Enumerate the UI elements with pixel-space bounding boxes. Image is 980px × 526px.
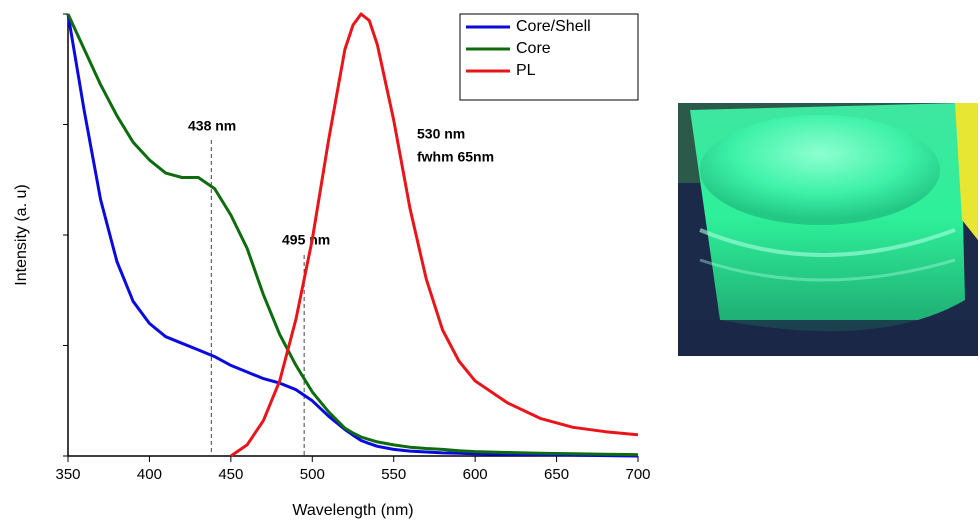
x-axis-label: Wavelength (nm) (292, 502, 413, 519)
legend-label: PL (516, 62, 536, 79)
x-tick-label: 450 (218, 466, 243, 483)
y-axis-label: Intensity (a. u) (13, 184, 30, 285)
annotation: 495 nm (282, 232, 330, 248)
x-tick-label: 500 (300, 466, 325, 483)
x-tick-label: 650 (544, 466, 569, 483)
x-tick-label: 700 (625, 466, 650, 483)
x-tick-label: 600 (463, 466, 488, 483)
annotation: 438 nm (188, 118, 236, 134)
annotation: 530 nm (417, 126, 465, 142)
data-line (230, 12, 639, 458)
x-tick-label: 550 (381, 466, 406, 483)
annotation: fwhm 65nm (417, 149, 494, 165)
x-tick-label: 400 (137, 466, 162, 483)
photo (678, 103, 978, 356)
data-line (66, 13, 639, 458)
x-tick-label: 350 (55, 466, 80, 483)
data-line (66, 13, 639, 457)
legend-label: Core/Shell (516, 18, 591, 35)
legend-label: Core (516, 40, 551, 57)
